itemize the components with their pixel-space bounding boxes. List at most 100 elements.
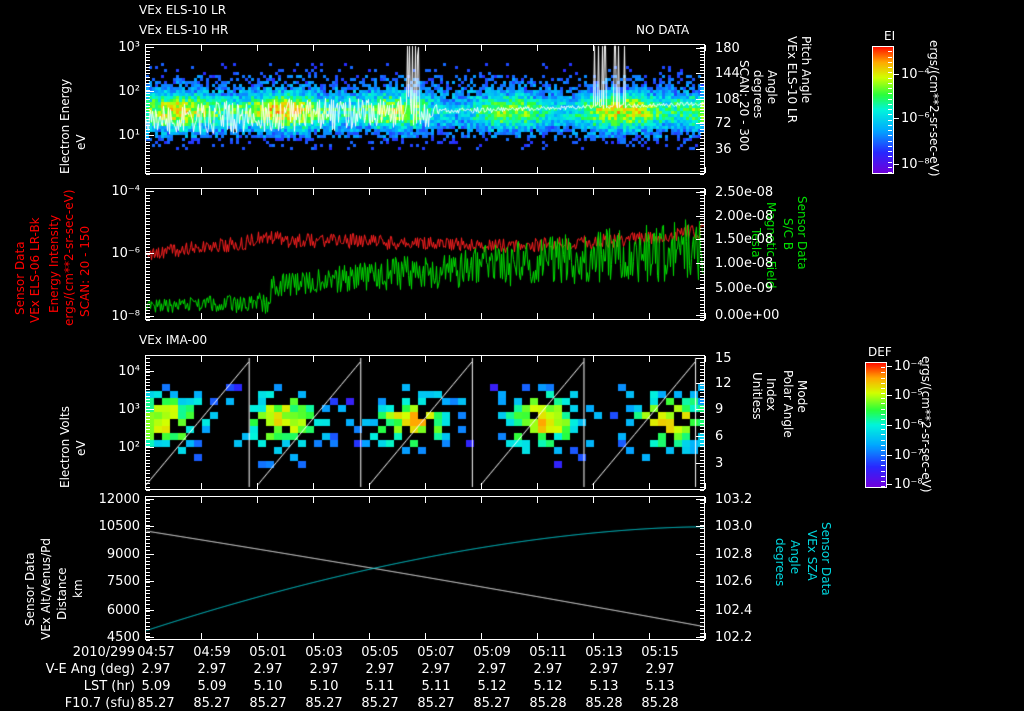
axis-tick	[894, 118, 899, 119]
axis-tick	[700, 532, 704, 533]
axis-tick	[257, 633, 258, 639]
axis-tick-label: 102.8	[715, 547, 753, 562]
axis-tick	[146, 392, 150, 393]
axis-tick	[146, 119, 150, 120]
axis-tick	[146, 211, 150, 212]
axis-tick	[146, 419, 150, 420]
axis-tick	[313, 356, 314, 362]
electron-energy-spectrogram[interactable]	[145, 44, 705, 174]
axis-tick	[257, 483, 258, 489]
panel1-title-hr: VEx ELS-10 HR	[139, 23, 229, 37]
axis-tick	[700, 238, 704, 239]
footer-cell: 2.97	[533, 662, 563, 677]
axis-tick	[888, 172, 892, 173]
axis-tick	[700, 355, 704, 356]
axis-tick	[888, 62, 892, 63]
ima-ion-spectrogram[interactable]	[145, 355, 705, 490]
axis-tick	[146, 622, 150, 623]
axis-tick	[146, 372, 150, 373]
axis-tick	[146, 316, 154, 317]
axis-tick	[700, 60, 704, 61]
axis-tick	[888, 162, 892, 163]
axis-tick	[146, 554, 154, 555]
axis-tick	[700, 112, 704, 113]
axis-tick	[888, 130, 892, 131]
axis-tick	[146, 116, 150, 117]
axis-tick	[146, 423, 150, 424]
axis-tick	[146, 572, 150, 573]
axis-tick	[146, 161, 150, 162]
axis-tick	[593, 189, 594, 195]
energy-intensity-magnetic-field-plot[interactable]	[145, 188, 705, 320]
axis-tick	[888, 146, 892, 147]
axis-tick	[700, 191, 704, 192]
axis-tick	[888, 120, 892, 121]
axis-tick	[881, 440, 885, 441]
axis-tick-label: 12000	[98, 492, 140, 507]
panel1-right-label-5: SCAN: 20 - 300	[737, 60, 751, 152]
axis-tick	[369, 497, 370, 503]
footer-cell: 85.28	[529, 696, 567, 711]
axis-tick	[700, 477, 704, 478]
panel3-title: VEx IMA-00	[139, 333, 208, 347]
axis-tick	[696, 436, 704, 437]
axis-tick	[201, 633, 202, 639]
footer-cell: 05:01	[249, 645, 287, 660]
axis-tick	[700, 423, 704, 424]
axis-tick-label: 102.6	[715, 574, 753, 589]
axis-tick	[700, 132, 704, 133]
axis-tick	[146, 618, 150, 619]
axis-tick	[700, 214, 704, 215]
axis-tick	[887, 484, 892, 485]
panel1-colorbar-title: EI	[884, 29, 896, 43]
axis-tick	[881, 465, 885, 466]
axis-tick-label: 10⁻⁸	[901, 157, 930, 172]
axis-tick	[700, 198, 704, 199]
axis-tick	[425, 633, 426, 639]
axis-tick	[700, 313, 704, 314]
axis-tick	[146, 195, 150, 196]
axis-tick	[146, 228, 150, 229]
footer-cell: 04:59	[193, 645, 231, 660]
axis-tick	[145, 189, 146, 195]
axis-tick	[649, 356, 650, 362]
axis-tick	[146, 247, 150, 248]
axis-tick	[146, 402, 150, 403]
axis-tick	[700, 125, 704, 126]
axis-tick	[700, 496, 704, 497]
axis-tick	[146, 244, 150, 245]
footer-cell: 05:11	[529, 645, 567, 660]
axis-tick	[700, 70, 704, 71]
axis-tick	[700, 290, 704, 291]
axis-tick	[888, 83, 892, 84]
axis-tick	[888, 67, 892, 68]
axis-tick	[146, 125, 150, 126]
axis-tick	[700, 399, 704, 400]
axis-tick	[146, 60, 150, 61]
axis-tick	[700, 365, 704, 366]
axis-tick	[700, 138, 704, 139]
axis-tick	[425, 45, 426, 51]
axis-tick	[146, 443, 150, 444]
axis-tick	[146, 579, 150, 580]
altitude-sza-plot[interactable]	[145, 496, 705, 640]
axis-tick	[700, 470, 704, 471]
axis-tick	[146, 385, 150, 386]
axis-tick	[700, 626, 704, 627]
axis-tick	[425, 497, 426, 503]
axis-tick	[425, 189, 426, 195]
axis-tick	[593, 167, 594, 173]
axis-tick	[201, 45, 202, 51]
footer-row-label: F10.7 (sfu)	[64, 696, 135, 711]
axis-tick	[700, 392, 704, 393]
axis-tick	[700, 277, 704, 278]
axis-tick	[146, 297, 150, 298]
axis-tick	[146, 158, 150, 159]
axis-tick	[700, 109, 704, 110]
axis-tick	[146, 604, 150, 605]
axis-tick	[700, 287, 704, 288]
axis-tick	[888, 156, 892, 157]
axis-tick	[696, 149, 704, 150]
axis-tick	[700, 618, 704, 619]
axis-tick	[700, 44, 704, 45]
